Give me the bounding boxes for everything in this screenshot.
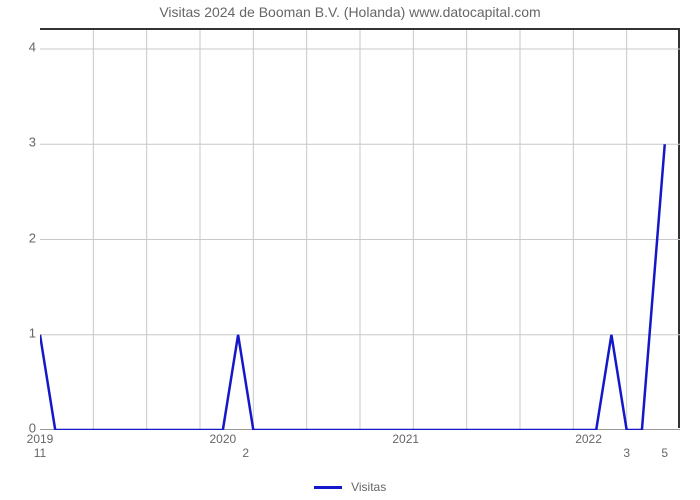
secondary-x-label: 5 [661,446,668,460]
x-tick-label: 2020 [209,432,236,446]
plot-area [40,28,680,428]
chart-title: Visitas 2024 de Booman B.V. (Holanda) ww… [0,4,700,20]
chart-container: Visitas 2024 de Booman B.V. (Holanda) ww… [0,0,700,500]
x-tick-label: 2019 [27,432,54,446]
legend-label: Visitas [351,480,386,494]
x-tick-label: 2021 [392,432,419,446]
legend-swatch [314,486,342,489]
secondary-x-label: 3 [623,446,630,460]
legend: Visitas [0,480,700,494]
y-tick-label: 4 [16,40,36,55]
y-tick-label: 2 [16,230,36,245]
secondary-x-label: 11 [34,446,46,460]
y-tick-label: 3 [16,135,36,150]
line-series [40,30,680,430]
y-tick-label: 1 [16,325,36,340]
secondary-x-label: 2 [242,446,249,460]
x-tick-label: 2022 [575,432,602,446]
